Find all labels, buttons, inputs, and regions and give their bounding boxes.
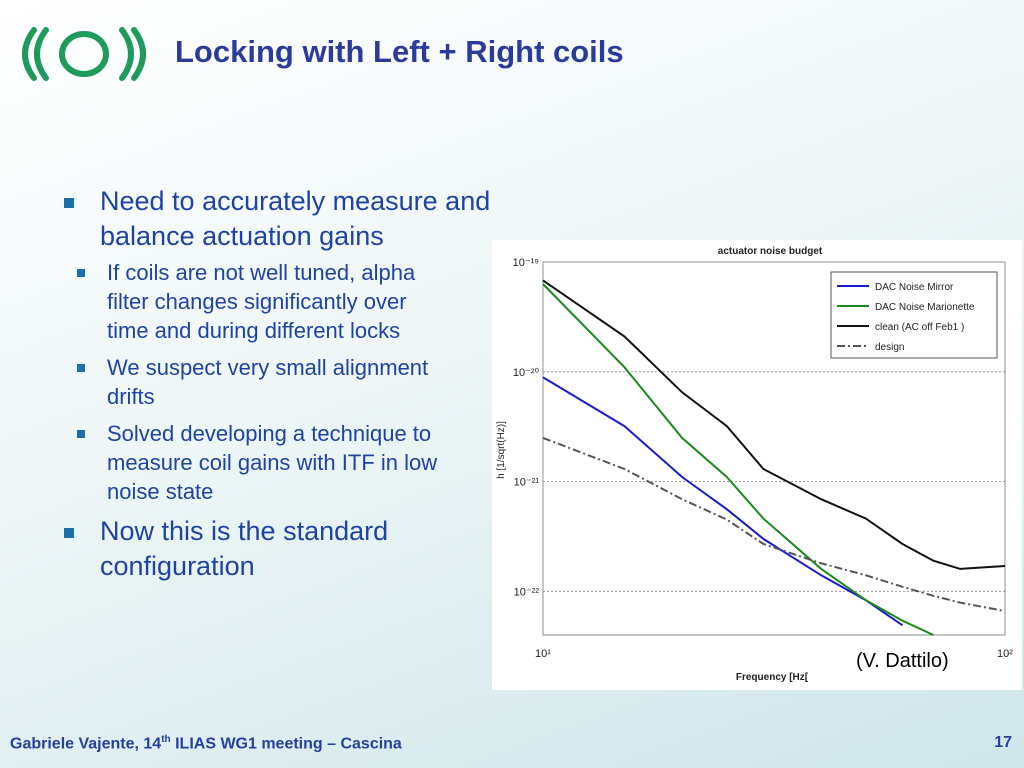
series-line <box>542 436 1006 613</box>
bullet: Now this is the standard configuration <box>62 514 542 584</box>
sub-bullet: If coils are not well tuned, alpha filte… <box>62 258 447 345</box>
x-axis-label: Frequency [Hz[ <box>736 672 809 683</box>
legend-label: design <box>875 342 904 353</box>
footer-text: Gabriele Vajente, 14 <box>10 735 162 753</box>
legend: DAC Noise Mirror DAC Noise Marionette clea… <box>830 271 998 359</box>
sub-list: If coils are not well tuned, alpha filte… <box>62 258 542 506</box>
logo <box>22 27 146 81</box>
bullet-list: Need to accurately measure and balance a… <box>62 184 542 588</box>
legend-label: DAC Noise Marionette <box>875 302 975 313</box>
legend-label: clean (AC off Feb1 ) <box>875 322 964 333</box>
footer-text: ILIAS WG1 meeting – Cascina <box>170 735 402 753</box>
x-tick-label: 10¹ <box>535 648 551 660</box>
series-line <box>542 279 1006 570</box>
series-line <box>542 283 934 636</box>
sub-bullet: We suspect very small alignment drifts <box>62 353 447 411</box>
chart-title: actuator noise budget <box>718 246 823 257</box>
sub-bullet: Solved developing a technique to measure… <box>62 419 447 506</box>
y-axis-label: h [1/sqrt(Hz)] <box>496 421 507 479</box>
y-tick-label: 10⁻²⁰ <box>513 367 540 379</box>
y-tick-label: 10⁻²¹ <box>514 477 540 489</box>
footer: Gabriele Vajente, 14th ILIAS WG1 meeting… <box>10 734 402 753</box>
slide-title: Locking with Left + Right coils <box>175 34 624 69</box>
bullet: Need to accurately measure and balance a… <box>62 184 542 254</box>
legend-box <box>830 271 998 359</box>
legend-label: DAC Noise Mirror <box>875 282 954 293</box>
y-tick-label: 10⁻¹⁹ <box>513 257 539 269</box>
credit: (V. Dattilo) <box>856 650 949 672</box>
x-tick-label: 10² <box>997 648 1013 660</box>
y-tick-label: 10⁻²² <box>514 586 540 598</box>
page-number: 17 <box>994 734 1012 751</box>
chart: actuator noise budget 10⁻¹⁹ 10⁻²⁰ 10⁻²¹ 10⁻²… <box>492 240 1022 690</box>
footer-sup: th <box>161 734 171 745</box>
